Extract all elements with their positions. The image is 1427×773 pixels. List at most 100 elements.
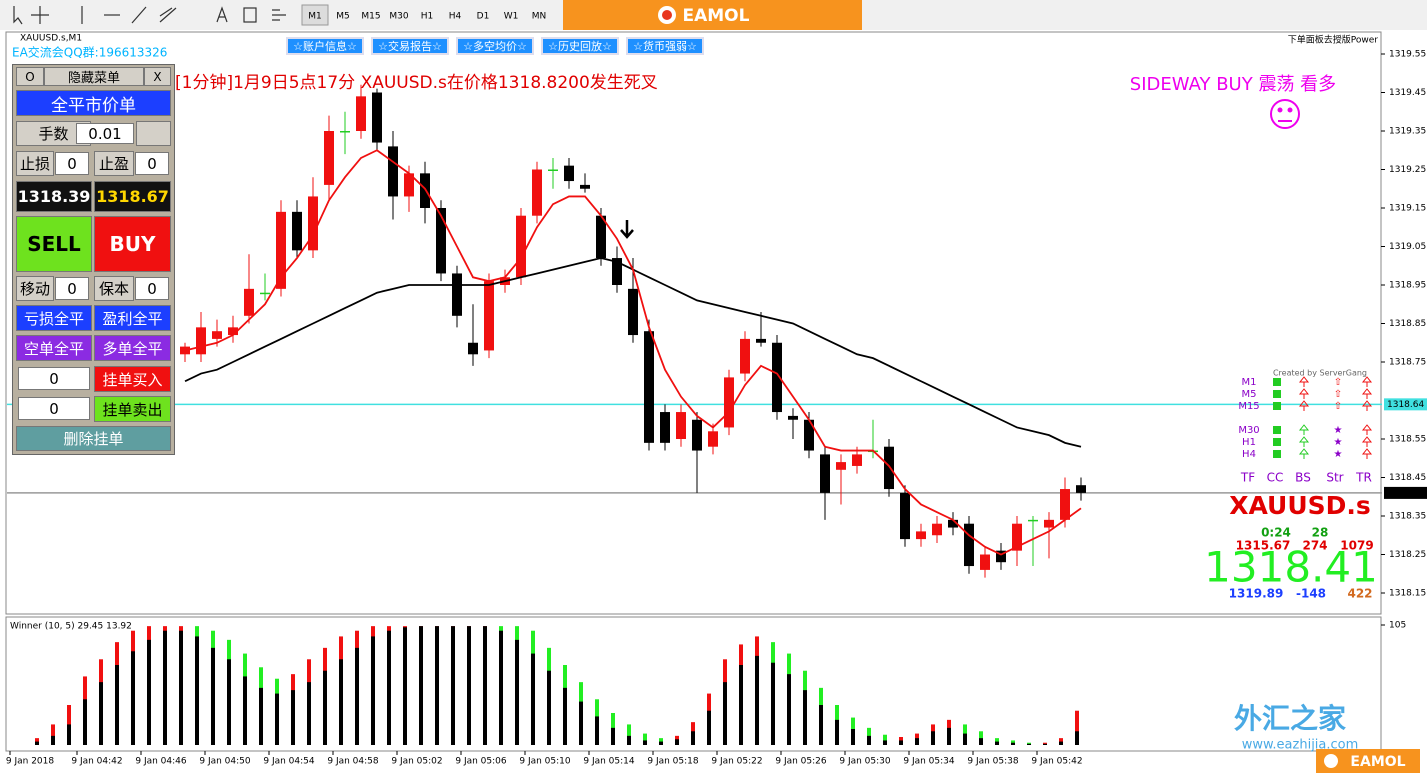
indicator-main-bar — [323, 670, 327, 745]
sl-input[interactable]: 0 — [55, 152, 89, 175]
price-level-label: 1318.64 — [1387, 400, 1424, 410]
x-tick-label: 9 Jan 05:22 — [711, 757, 762, 767]
close-loss-button[interactable]: 亏损全平 — [16, 305, 92, 331]
signal-arrow — [1298, 400, 1310, 411]
lots-input[interactable]: 0.01 — [76, 123, 134, 144]
indicator-main-bar — [339, 659, 343, 745]
candle-body — [1012, 523, 1022, 551]
candle-body — [740, 338, 750, 374]
y-tick-label: 1319.45 — [1389, 88, 1426, 98]
y-tick-label: 1319.35 — [1389, 127, 1426, 137]
timeframe: D1 — [477, 12, 490, 22]
indicator-main-bar — [1027, 743, 1031, 745]
close-all-button[interactable]: 全平市价单 — [16, 90, 171, 116]
indicator-main-bar — [51, 735, 55, 745]
sell-limit-input[interactable]: 0 — [18, 397, 90, 420]
indicator-main-bar — [819, 705, 823, 745]
signal-box — [1273, 426, 1281, 434]
tool-icons — [13, 6, 286, 25]
indicator-main-bar — [915, 738, 919, 745]
candle-body — [756, 338, 766, 343]
tp-input[interactable]: 0 — [135, 152, 169, 175]
candle-body — [292, 211, 302, 251]
indicator-main-bar — [243, 676, 247, 745]
signal-icon: ★ — [1334, 425, 1343, 436]
menu-button[interactable]: 隐藏菜单 — [44, 67, 144, 86]
toggle-button[interactable]: O — [16, 67, 44, 86]
signal-icon: ⇧ — [1334, 401, 1342, 412]
symbol: XAUUSD.s — [1229, 491, 1371, 520]
indicator-main-bar — [435, 626, 439, 745]
indicator-main-bar — [195, 636, 199, 745]
indicator-main-bar — [67, 724, 71, 745]
price-level-tag — [1384, 486, 1427, 499]
candle-body — [724, 377, 734, 428]
signal-icon: ★ — [1334, 449, 1343, 460]
signal-box — [1273, 378, 1281, 386]
indicator-main-bar — [835, 719, 839, 745]
candle-body — [356, 96, 366, 131]
candle-body — [708, 431, 718, 447]
signal-timeframe: M5 — [1242, 389, 1257, 400]
indicator-main-bar — [675, 739, 679, 745]
indicator-main-bar — [483, 626, 487, 745]
y-tick-label: 1318.35 — [1389, 512, 1426, 522]
x-tick-label: 9 Jan 05:14 — [583, 757, 635, 767]
top-button[interactable]: ☆货币强弱☆ — [626, 37, 704, 55]
signal-arrow — [1298, 448, 1310, 459]
candle-body — [308, 196, 318, 251]
price-level-tag — [1384, 398, 1427, 411]
sell-button[interactable]: SELL — [16, 216, 92, 272]
top-button[interactable]: ☆账户信息☆ — [286, 37, 364, 55]
volume: 422 — [1347, 587, 1372, 601]
timeframe: M15 — [361, 12, 380, 22]
indicator-main-bar — [595, 716, 599, 745]
top-button[interactable]: ☆交易报告☆ — [371, 37, 449, 55]
indicator-main-bar — [163, 630, 167, 745]
close-button[interactable]: X — [144, 67, 171, 86]
indicator-main-bar — [35, 741, 39, 745]
indicator-label: Winner (10, 5) 29.45 13.92 — [10, 622, 132, 632]
close-long-button[interactable]: 多单全平 — [94, 335, 171, 361]
delete-pending-button[interactable]: 删除挂单 — [16, 426, 171, 451]
x-tick-label: 9 Jan 05:38 — [967, 757, 1019, 767]
candle-body — [484, 281, 494, 351]
indicator-main-bar — [307, 682, 311, 745]
buy-limit-input[interactable]: 0 — [18, 367, 90, 390]
indicator-signal-bar — [883, 734, 887, 745]
top-button[interactable]: ☆多空均价☆ — [456, 37, 534, 55]
indicator-main-bar — [275, 693, 279, 745]
indicator-main-bar — [995, 741, 999, 745]
close-profit-button[interactable]: 盈利全平 — [94, 305, 171, 331]
indicator-main-bar — [739, 665, 743, 745]
spread-total: 1079 — [1340, 539, 1373, 553]
indicator-main-bar — [883, 740, 887, 745]
candle-body — [660, 412, 670, 443]
candle-body — [324, 131, 334, 185]
time-left: 0:24 — [1261, 526, 1291, 540]
buy-button[interactable]: BUY — [94, 216, 171, 272]
moving-average — [184, 149, 1082, 556]
trail-input[interactable]: 0 — [55, 277, 89, 300]
bid-price: 1318.39 — [16, 181, 92, 212]
indicator-main-bar — [1075, 731, 1079, 745]
indicator-main-bar — [451, 626, 455, 745]
be-input[interactable]: 0 — [135, 277, 169, 300]
signal-arrow — [1298, 388, 1310, 399]
buy-limit-button[interactable]: 挂单买入 — [94, 366, 171, 392]
close-short-button[interactable]: 空单全平 — [16, 335, 92, 361]
signal-arrow — [1361, 400, 1373, 411]
indicator-main-bar — [147, 639, 151, 745]
signal-timeframe: H1 — [1242, 437, 1256, 448]
indicator-main-bar — [691, 731, 695, 745]
indicator-signal-bar — [979, 731, 983, 745]
indicator-main-bar — [1011, 742, 1015, 745]
top-button[interactable]: ☆历史回放☆ — [541, 37, 619, 55]
change: -148 — [1296, 587, 1326, 601]
candle-body — [612, 258, 622, 285]
candle-body — [452, 273, 462, 316]
sell-limit-button[interactable]: 挂单卖出 — [94, 396, 171, 422]
indicator-main-bar — [787, 674, 791, 745]
candle-body — [916, 531, 926, 540]
